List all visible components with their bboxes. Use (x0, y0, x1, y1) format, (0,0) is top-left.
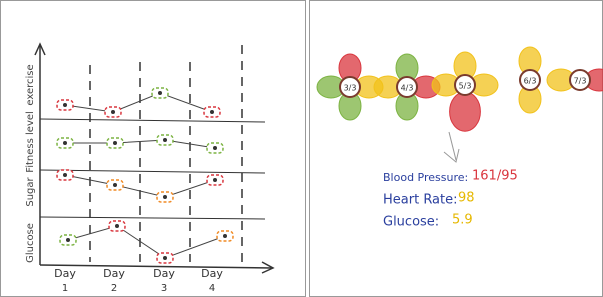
reading-value: 98 (458, 191, 475, 206)
marker-dot (113, 183, 117, 187)
marker-dot (163, 195, 167, 199)
row-label: Glucose (25, 223, 36, 263)
sketch-page: exercise Fitness level Sugar Glucose Day 1 Day… (0, 0, 603, 297)
day-label: Day (153, 267, 175, 280)
reading-label: Heart Rate: (383, 193, 458, 208)
day-number: 3 (161, 283, 167, 294)
row-label: Fitness level (25, 111, 36, 173)
marker-dot (113, 141, 117, 145)
marker-dot (213, 146, 217, 150)
marker-dot (223, 234, 227, 238)
row-label: Sugar (25, 176, 36, 206)
marker-dot (63, 103, 67, 107)
marker-dot (111, 110, 115, 114)
marker-dot (63, 141, 67, 145)
day-label: Day (201, 267, 223, 280)
flower-date: 7/3 (574, 77, 587, 86)
day-number: 4 (209, 283, 215, 294)
reading-value: 5.9 (452, 213, 473, 228)
reading-label: Glucose: (383, 215, 439, 230)
petal (450, 92, 481, 131)
row-label: exercise (25, 64, 36, 105)
marker-dot (115, 224, 119, 228)
flower-date: 5/3 (459, 82, 472, 91)
left-panel (1, 1, 306, 297)
marker-dot (63, 173, 67, 177)
marker-dot (163, 256, 167, 260)
reading-value: 161/95 (472, 169, 518, 184)
reading-label: Blood Pressure: (383, 171, 468, 184)
flower-date: 6/3 (524, 77, 537, 86)
flower-date: 3/3 (344, 84, 357, 93)
day-label: Day (103, 267, 125, 280)
marker-dot (213, 178, 217, 182)
marker-dot (158, 91, 162, 95)
day-number: 1 (62, 283, 68, 294)
marker-dot (210, 110, 214, 114)
right-panel (310, 1, 603, 297)
flower-date: 4/3 (401, 84, 414, 93)
day-label: Day (54, 267, 76, 280)
marker-dot (66, 238, 70, 242)
day-number: 2 (111, 283, 117, 294)
marker-dot (163, 138, 167, 142)
